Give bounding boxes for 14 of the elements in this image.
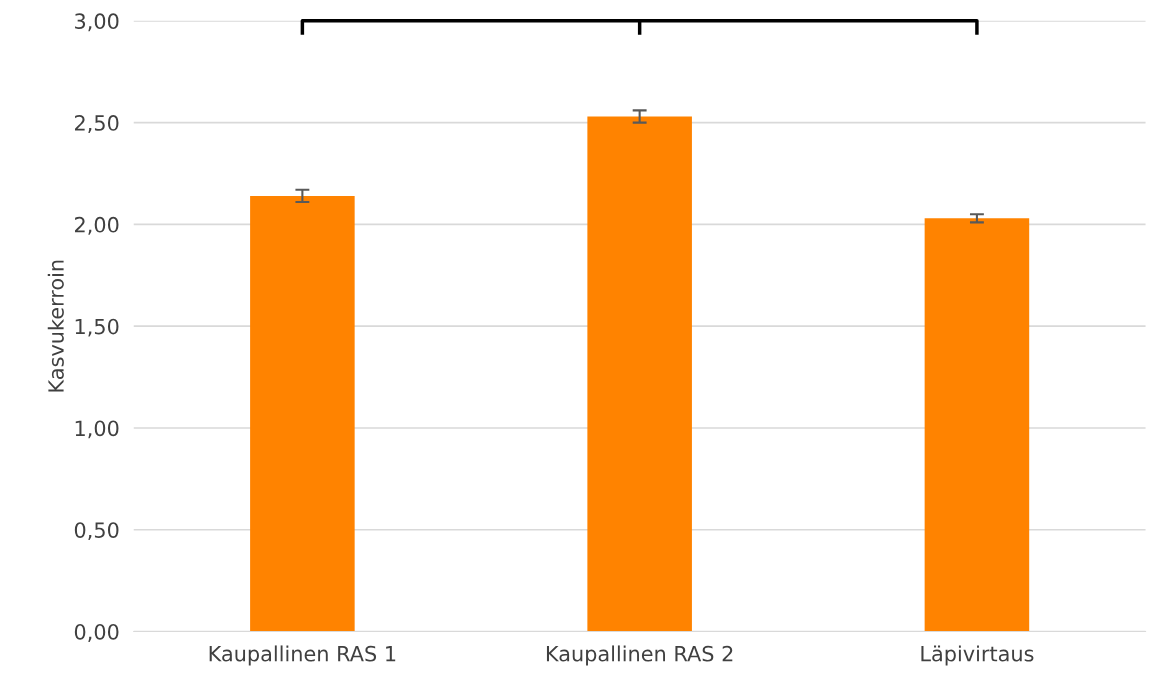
y-tick-label: 1,00 [75, 420, 119, 439]
x-tick-label: Läpivirtaus [921, 645, 1034, 666]
y-tick-label: 3,00 [75, 13, 119, 32]
y-axis-title: Kasvukerroin [47, 260, 64, 392]
bar [924, 218, 1030, 632]
y-tick-label: 2,50 [75, 115, 119, 133]
x-tick-label: Kaupallinen RAS 1 [209, 645, 396, 666]
bar [250, 195, 355, 632]
y-tick-label: 1,50 [75, 318, 119, 337]
bar [587, 116, 692, 632]
x-tick-label: Kaupallinen RAS 2 [546, 645, 733, 666]
y-tick-label: 0,50 [74, 522, 119, 541]
y-tick-label: 2,00 [75, 216, 119, 235]
y-tick-label: 0,00 [74, 623, 119, 642]
